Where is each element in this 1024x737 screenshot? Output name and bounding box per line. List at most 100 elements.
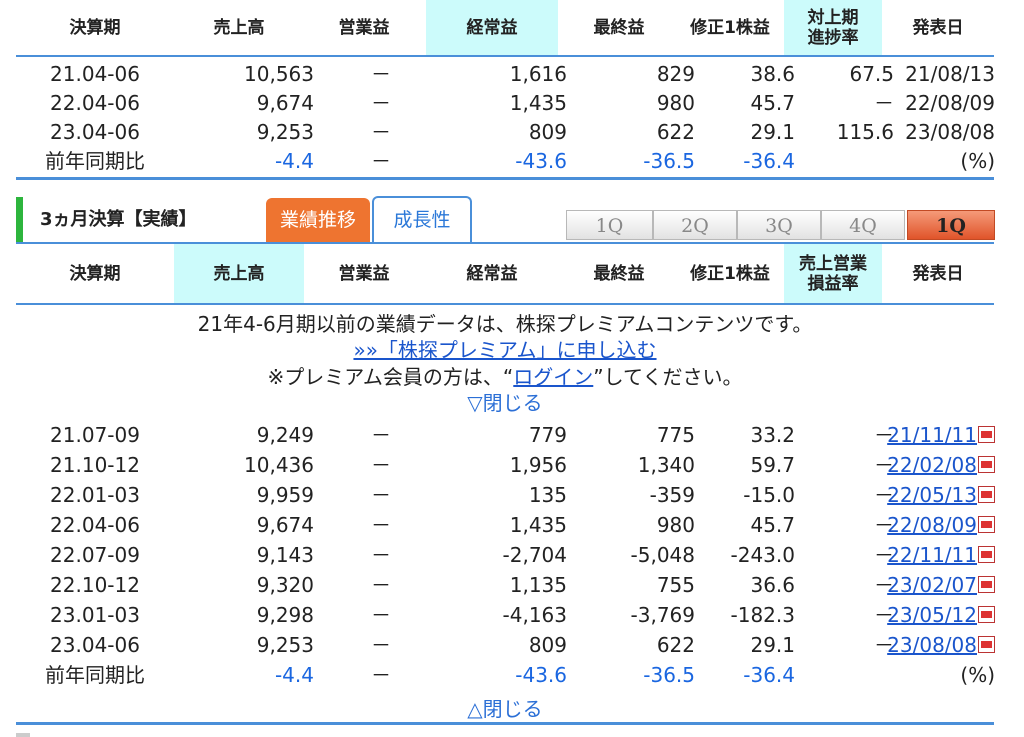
- cell-net-profit: 1,340: [637, 453, 695, 477]
- table-row: 21.10-12 10,436 － 1,956 1,340 59.7 － 22/02/08: [16, 451, 995, 480]
- cell-sales: -4.4: [274, 149, 314, 173]
- cell-ordinary-profit: 1,135: [509, 573, 567, 597]
- quarter-button-4q[interactable]: 4Q: [821, 210, 905, 240]
- cell-operating-profit: －: [371, 62, 391, 86]
- table-row: 22.04-06 9,674 － 1,435 980 45.7 － 22/08/09: [16, 89, 995, 118]
- cell-announce-date[interactable]: 22/02/08: [882, 451, 995, 480]
- cell-ordinary-profit: 809: [528, 633, 567, 657]
- cell-operating-profit: －: [371, 423, 391, 447]
- cell-announce-date[interactable]: 22/11/11: [882, 541, 995, 570]
- header-sales: 売上高: [213, 17, 265, 38]
- cell-operating-profit: －: [371, 120, 391, 144]
- pdf-icon[interactable]: [978, 576, 995, 593]
- cell-announce-date[interactable]: 23/08/08: [882, 631, 995, 660]
- table-row: 21.07-09 9,249 － 779 775 33.2 － 21/11/11: [16, 421, 995, 450]
- cell-announce-date: 22/08/09: [905, 91, 995, 115]
- quarter-button-3q[interactable]: 3Q: [737, 210, 821, 240]
- cell-announce-date[interactable]: 23/02/07: [882, 571, 995, 600]
- cell-ordinary-profit: -4,163: [502, 603, 567, 627]
- header-eps: 修正1株益: [690, 263, 770, 284]
- cell-ratio: －: [874, 483, 894, 507]
- pdf-icon[interactable]: [978, 486, 995, 503]
- cell-operating-profit: －: [371, 663, 391, 687]
- header-progress-rate: 対上期 進捗率: [784, 0, 882, 55]
- section-top-rule: [16, 242, 994, 244]
- pdf-icon[interactable]: [978, 516, 995, 533]
- cell-ratio: －: [874, 423, 894, 447]
- yoy-row: 前年同期比 -4.4 － -43.6 -36.5 -36.4 (%): [16, 147, 995, 176]
- cell-sales: 9,959: [256, 483, 314, 507]
- cell-eps: 38.6: [750, 62, 795, 86]
- cell-net-profit: -36.5: [643, 663, 695, 687]
- pdf-icon[interactable]: [978, 636, 995, 653]
- cell-operating-profit: －: [371, 149, 391, 173]
- cell-ordinary-profit: -2,704: [502, 543, 567, 567]
- table-row: 22.04-06 9,674 － 1,435 980 45.7 － 22/08/09: [16, 511, 995, 540]
- header-net-profit: 最終益: [593, 17, 645, 38]
- cell-announce-date[interactable]: 22/08/09: [882, 511, 995, 540]
- pdf-icon[interactable]: [978, 426, 995, 443]
- login-suffix: ”してください。: [593, 365, 743, 389]
- premium-signup-link[interactable]: »»「株探プレミアム」に申し込む: [353, 338, 657, 362]
- header-divider: [16, 55, 994, 57]
- table-row: 22.01-03 9,959 － 135 -359 -15.0 － 22/05/13: [16, 481, 995, 510]
- announce-date-link[interactable]: 23/05/12: [887, 603, 977, 627]
- cell-announce-date[interactable]: 22/05/13: [882, 481, 995, 510]
- cell-period: 21.07-09: [50, 423, 140, 447]
- announce-date-link[interactable]: 21/11/11: [887, 423, 977, 447]
- quarterly-header: 決算期 売上高 営業益 経常益 最終益 修正1株益 売上営業 損益率 発表日: [16, 244, 994, 303]
- pdf-icon[interactable]: [978, 606, 995, 623]
- announce-date-link[interactable]: 22/02/08: [887, 453, 977, 477]
- tab-growth[interactable]: 成長性: [372, 196, 472, 242]
- table-row: 23.04-06 9,253 － 809 622 29.1 115.6 23/08/08: [16, 118, 995, 147]
- cell-sales: 9,249: [256, 423, 314, 447]
- login-line: ※プレミアム会員の方は、“ログイン”してください。: [16, 364, 994, 390]
- header-period: 決算期: [69, 17, 121, 38]
- cell-eps: 45.7: [750, 91, 795, 115]
- pdf-icon[interactable]: [978, 456, 995, 473]
- quarter-button-1q[interactable]: 1Q: [566, 210, 653, 240]
- cell-net-profit: -359: [649, 483, 695, 507]
- cell-ratio: －: [874, 633, 894, 657]
- announce-date-link[interactable]: 22/05/13: [887, 483, 977, 507]
- cell-announce-date[interactable]: 21/11/11: [882, 421, 995, 450]
- quarterly-table: 決算期 売上高 営業益 経常益 最終益 修正1株益 売上営業 損益率 発表日: [16, 244, 994, 728]
- table-row: 21.04-06 10,563 － 1,616 829 38.6 67.5 21/08/13: [16, 60, 995, 89]
- cell-net-profit: 622: [656, 120, 695, 144]
- header-sales: 売上高: [174, 244, 304, 303]
- header-operating-profit: 営業益: [338, 263, 390, 284]
- cell-announce-date: 21/08/13: [905, 62, 995, 86]
- cell-net-profit: 622: [656, 633, 695, 657]
- cell-sales: 10,563: [244, 62, 314, 86]
- close-toggle-top[interactable]: ▽閉じる: [467, 391, 543, 415]
- cell-announce-date: 23/08/08: [905, 120, 995, 144]
- close-toggle-bottom[interactable]: △閉じる: [467, 697, 543, 721]
- quarter-button-1q-selected[interactable]: 1Q: [907, 210, 995, 240]
- announce-date-link[interactable]: 22/08/09: [887, 513, 977, 537]
- cell-announce-date[interactable]: 23/05/12: [882, 601, 995, 630]
- cell-eps: -36.4: [743, 663, 795, 687]
- cell-announce-date: (%): [960, 149, 995, 173]
- quarter-button-2q[interactable]: 2Q: [653, 210, 737, 240]
- cell-ordinary-profit: 779: [528, 423, 567, 447]
- annual-header: 決算期 売上高 営業益 経常益 最終益 修正1株益 対上期 進捗率 発表日: [16, 0, 994, 55]
- cell-net-profit: 980: [656, 91, 695, 115]
- pdf-icon[interactable]: [978, 546, 995, 563]
- announce-date-link[interactable]: 22/11/11: [887, 543, 977, 567]
- announce-date-link[interactable]: 23/08/08: [887, 633, 977, 657]
- section-title: 3ヵ月決算【実績】: [40, 209, 197, 230]
- tab-performance-trend[interactable]: 業績推移: [266, 198, 370, 242]
- cell-period: 22.10-12: [50, 573, 140, 597]
- cell-net-profit: 980: [656, 513, 695, 537]
- cell-operating-profit: －: [371, 91, 391, 115]
- header-ordinary-profit: 経常益: [466, 263, 518, 284]
- cell-operating-profit: －: [371, 573, 391, 597]
- cell-operating-profit: －: [371, 603, 391, 627]
- announce-date-link[interactable]: 23/02/07: [887, 573, 977, 597]
- login-link[interactable]: ログイン: [513, 365, 594, 389]
- cell-period: 23.04-06: [50, 120, 140, 144]
- login-prefix: ※プレミアム会員の方は、“: [267, 365, 514, 389]
- header-net-profit: 最終益: [593, 263, 645, 284]
- table-row: 23.04-06 9,253 － 809 622 29.1 － 23/08/08: [16, 631, 995, 660]
- cell-period: 23.04-06: [50, 633, 140, 657]
